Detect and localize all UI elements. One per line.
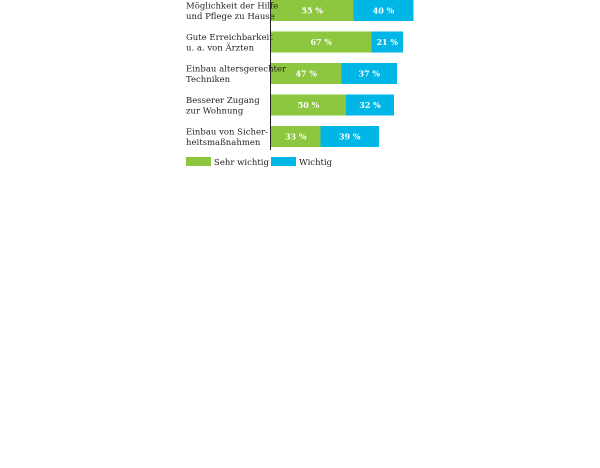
legend-swatch	[271, 157, 296, 166]
bar-value-label: 32 %	[359, 100, 381, 110]
bar-segment-sehr-wichtig	[271, 126, 321, 147]
category-label: Besserer Zugang zur Wohnung	[186, 96, 260, 117]
bar-segment-wichtig	[341, 63, 397, 84]
bar-segment-wichtig	[346, 94, 394, 116]
category-label-line: Techniken	[186, 75, 231, 85]
bar-segment-sehr-wichtig	[271, 31, 372, 53]
legend-swatch	[186, 157, 211, 166]
legend-label: Sehr wichtig	[214, 158, 269, 168]
legend-label: Wichtig	[299, 158, 333, 168]
category-label-line: heitsmaßnahmen	[186, 138, 261, 148]
category-label-line: Gute Erreichbarkeit	[186, 33, 273, 43]
category-label-line: und Pflege zu Hause	[186, 12, 275, 22]
bar-segment-wichtig	[353, 0, 414, 21]
bar-segment-sehr-wichtig	[271, 94, 346, 116]
bar-value-label: 37 %	[358, 69, 380, 79]
category-label-line: Einbau altersgerechter	[186, 65, 287, 75]
category-label: Einbau von Sicher-heitsmaßnahmen	[186, 128, 268, 149]
bar-segment-wichtig	[320, 126, 379, 147]
bar-segment-sehr-wichtig	[271, 0, 354, 21]
category-label-line: zur Wohnung	[186, 107, 244, 117]
bar-group: 55 % 40 % 67 % 21 % 47 % 37 % 50 % 32 % 33 % 39 %	[271, 0, 414, 147]
category-label: Einbau altersgerechter Techniken	[186, 65, 287, 86]
category-label: Möglichkeit der Hilfe und Pflege zu Hause	[186, 2, 278, 23]
category-labels: Möglichkeit der Hilfe und Pflege zu Hause…	[186, 2, 287, 149]
bar-value-label: 33 %	[285, 132, 307, 142]
bar-value-label: 39 %	[339, 132, 361, 142]
bar-value-label: 50 %	[298, 100, 320, 110]
category-label-line: Besserer Zugang	[186, 96, 260, 106]
bar-value-label: 67 %	[310, 37, 332, 47]
bar-value-label: 47 %	[295, 69, 317, 79]
category-label-line: Einbau von Sicher-	[186, 128, 268, 138]
bar-value-label: 55 %	[301, 6, 323, 16]
bar-value-label: 21 %	[376, 37, 398, 47]
category-label-line: u. a. von Ärzten	[186, 42, 255, 54]
category-label-line: Möglichkeit der Hilfe	[186, 2, 278, 12]
bar-segment-wichtig	[371, 31, 403, 53]
chart-legend: Sehr wichtig Wichtig	[186, 157, 333, 168]
bar-segment-sehr-wichtig	[271, 63, 342, 84]
category-label: Gute Erreichbarkeit u. a. von Ärzten	[186, 33, 273, 54]
bar-value-label: 40 %	[373, 6, 395, 16]
